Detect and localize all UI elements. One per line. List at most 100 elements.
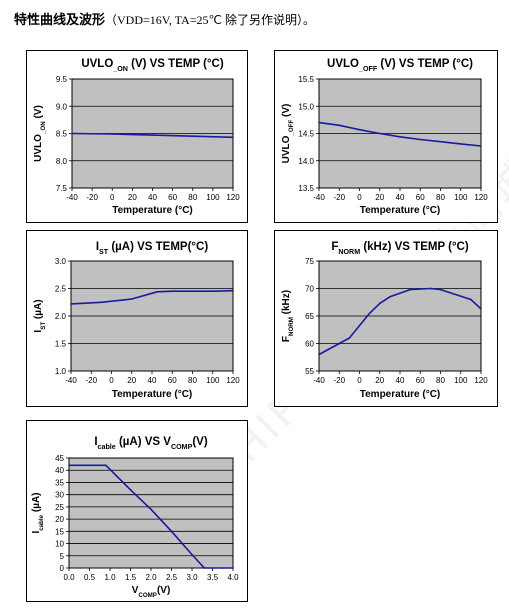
y-tick-label: 1.0 bbox=[55, 367, 67, 376]
y-tick-label: 70 bbox=[305, 285, 314, 294]
x-tick-label: 40 bbox=[148, 193, 157, 202]
chart-icable: Icable (µA) VS VCOMP(V) 0 5 10 15 20 25 30 35 40 4… bbox=[26, 420, 248, 602]
data-point bbox=[459, 143, 462, 145]
x-tick-label: 120 bbox=[474, 193, 488, 202]
x-tick-label: 80 bbox=[436, 193, 445, 202]
x-axis-label: Temperature (°C) bbox=[112, 389, 193, 400]
y-tick-label: 8.0 bbox=[56, 157, 68, 166]
data-point bbox=[439, 288, 442, 291]
x-tick-label: 20 bbox=[375, 193, 384, 202]
y-tick-label: 15.5 bbox=[298, 75, 314, 84]
y-axis-label: UVLO_OFF (V) bbox=[281, 104, 295, 164]
y-tick-label: 20 bbox=[55, 515, 64, 524]
x-tick-label: 120 bbox=[226, 193, 240, 202]
x-tick-label: -40 bbox=[313, 193, 325, 202]
x-tick-label: 60 bbox=[416, 193, 425, 202]
x-tick-label: 40 bbox=[396, 193, 405, 202]
y-tick-label: 0 bbox=[60, 564, 65, 573]
y-tick-label: 35 bbox=[55, 478, 64, 487]
x-tick-label: 40 bbox=[148, 376, 157, 385]
y-tick-label: 40 bbox=[55, 466, 64, 475]
y-tick-label: 3.0 bbox=[55, 257, 67, 266]
y-tick-label: 2.0 bbox=[55, 312, 67, 321]
x-tick-label: 2.0 bbox=[145, 573, 157, 582]
x-tick-label: 1.5 bbox=[125, 573, 137, 582]
data-point bbox=[70, 303, 72, 305]
y-tick-label: 14.0 bbox=[298, 157, 314, 166]
y-tick-label: 15 bbox=[55, 527, 64, 536]
data-point bbox=[439, 140, 442, 143]
data-point bbox=[71, 132, 73, 135]
x-tick-label: 80 bbox=[188, 376, 197, 385]
x-tick-label: 3.5 bbox=[207, 573, 219, 582]
x-tick-label: 100 bbox=[454, 193, 468, 202]
x-tick-label: 0 bbox=[109, 376, 114, 385]
y-axis-label: IST (µA) bbox=[33, 299, 47, 332]
x-tick-label: 0 bbox=[110, 193, 115, 202]
x-tick-label: -20 bbox=[85, 376, 97, 385]
y-tick-label: 75 bbox=[305, 257, 314, 266]
data-point bbox=[368, 312, 371, 315]
x-tick-label: -20 bbox=[86, 193, 98, 202]
data-point bbox=[409, 288, 411, 291]
data-point bbox=[170, 530, 173, 533]
y-tick-label: 14.5 bbox=[298, 130, 314, 139]
data-point bbox=[318, 121, 320, 124]
data-point bbox=[429, 287, 432, 290]
y-tick-label: 10 bbox=[55, 540, 64, 549]
plot-area bbox=[68, 457, 234, 569]
data-point bbox=[232, 567, 234, 569]
y-tick-label: 7.5 bbox=[56, 184, 68, 193]
x-tick-label: 80 bbox=[188, 193, 197, 202]
chart-title: Icable (µA) VS VCOMP(V) bbox=[94, 436, 208, 451]
data-point bbox=[203, 567, 206, 569]
data-point bbox=[338, 124, 341, 127]
y-tick-label: 9.0 bbox=[56, 102, 68, 111]
chart-title: UVLO_OFF (V) VS TEMP (°C) bbox=[327, 58, 473, 73]
chart-fnorm: FNORM (kHz) VS TEMP (°C) 55 60 65 70 75 -40 -20… bbox=[274, 230, 498, 407]
chart-ist-svg: IST (µA) VS TEMP(°C) 1.0 1.5 2.0 2.5 3.0 -40 -2… bbox=[33, 241, 240, 400]
data-point bbox=[191, 135, 194, 138]
data-point bbox=[232, 289, 234, 292]
x-tick-label: 60 bbox=[168, 376, 177, 385]
x-tick-label: 3.0 bbox=[186, 573, 198, 582]
data-point bbox=[111, 133, 114, 135]
y-tick-label: 9.5 bbox=[56, 75, 68, 84]
data-point bbox=[399, 135, 401, 138]
data-point bbox=[68, 464, 70, 467]
data-point bbox=[129, 488, 132, 491]
y-tick-label: 60 bbox=[305, 340, 314, 349]
x-tick-label: 60 bbox=[416, 376, 425, 385]
data-point bbox=[150, 508, 152, 511]
data-point bbox=[480, 308, 482, 310]
x-axis-label: Temperature (°C) bbox=[360, 389, 441, 400]
x-tick-label: 100 bbox=[454, 376, 468, 385]
x-tick-label: 1.0 bbox=[104, 573, 116, 582]
y-tick-label: 1.5 bbox=[55, 340, 67, 349]
y-axis-label: FNORM (kHz) bbox=[281, 290, 295, 342]
y-tick-label: 13.5 bbox=[298, 184, 314, 193]
chart-uvlo-off-svg: UVLO_OFF (V) VS TEMP (°C) 13.5 14.0 14.5 15.… bbox=[281, 58, 488, 216]
chart-title: FNORM (kHz) VS TEMP (°C) bbox=[331, 241, 469, 256]
x-tick-label: 100 bbox=[206, 193, 220, 202]
data-point bbox=[378, 132, 381, 135]
data-point bbox=[358, 128, 361, 131]
data-point bbox=[318, 353, 320, 356]
x-tick-label: 0.5 bbox=[84, 573, 96, 582]
section-title: 特性曲线及波形 bbox=[14, 13, 106, 28]
x-tick-label: 80 bbox=[436, 376, 445, 385]
page-header: 特性曲线及波形（VDD=16V, TA=25℃ 除了另作说明）。 bbox=[14, 9, 315, 28]
y-tick-label: 8.5 bbox=[56, 130, 68, 139]
y-tick-label: 45 bbox=[55, 454, 64, 463]
x-tick-label: -40 bbox=[66, 193, 78, 202]
data-point bbox=[232, 136, 234, 139]
x-tick-label: 0 bbox=[357, 376, 362, 385]
data-point bbox=[191, 290, 194, 293]
data-point bbox=[105, 464, 107, 467]
x-tick-label: 20 bbox=[127, 376, 136, 385]
chart-uvlo-off: UVLO_OFF (V) VS TEMP (°C) 13.5 14.0 14.5 15.… bbox=[274, 50, 498, 223]
series-line bbox=[69, 464, 233, 569]
chart-uvlo-on-svg: UVLO_ON (V) VS TEMP (°C) 7.5 8.0 8.5 9.0 9.5 -… bbox=[33, 58, 240, 216]
y-tick-label: 65 bbox=[305, 312, 314, 321]
x-tick-label: -40 bbox=[313, 376, 325, 385]
